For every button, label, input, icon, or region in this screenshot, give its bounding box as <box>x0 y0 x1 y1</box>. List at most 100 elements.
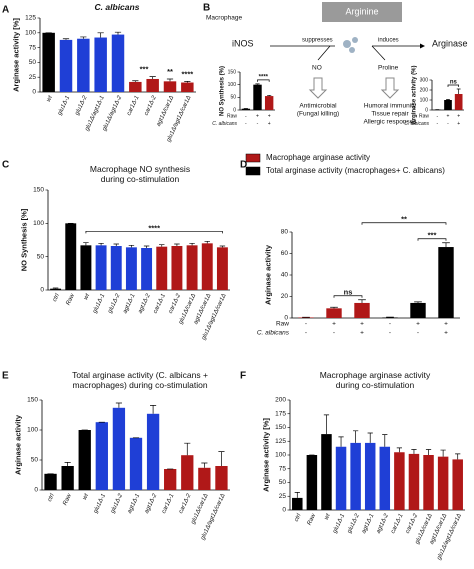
bar <box>394 452 405 510</box>
error-bar <box>83 242 89 246</box>
bar <box>141 248 153 290</box>
error-bar <box>201 462 208 468</box>
error-bar <box>358 299 366 303</box>
bar <box>216 247 228 290</box>
y-tick-label: 100 <box>275 452 286 459</box>
y-tick-label: 60 <box>281 250 289 257</box>
down-arrow <box>308 77 328 99</box>
panel-label: D <box>240 160 247 171</box>
error-bar <box>353 430 359 443</box>
y-tick-label: 100 <box>33 220 44 227</box>
bar <box>111 34 125 92</box>
x-tick-label: car1Δ-1 <box>390 513 404 535</box>
x-tick-label: glu1Δ-1 <box>92 293 106 314</box>
bar <box>241 108 251 110</box>
x-tick-label: agt1Δ-2 <box>144 492 159 514</box>
outcome: Antimicrobial <box>299 103 337 110</box>
error-bar <box>128 244 135 248</box>
y-tick-label: 0 <box>233 107 236 113</box>
x-tick-label: wt <box>82 493 90 501</box>
error-bar <box>132 80 139 82</box>
bar <box>198 467 211 490</box>
y-tick-label: 50 <box>279 479 287 486</box>
bar <box>423 455 434 510</box>
y-axis-label: Arginase activity (%) <box>412 65 418 124</box>
bar <box>59 39 73 92</box>
y-tick-label: 175 <box>275 410 286 417</box>
bar <box>298 317 314 318</box>
bar <box>335 446 347 510</box>
row-label: Raw <box>227 113 237 119</box>
x-tick-label: wt <box>83 293 91 301</box>
error-bar <box>411 449 417 454</box>
bar <box>112 407 126 490</box>
significance-bracket <box>361 222 447 225</box>
bar <box>110 246 122 290</box>
bar <box>350 442 361 510</box>
bar <box>146 413 160 490</box>
row-mark: - <box>257 121 259 127</box>
row-mark: + <box>444 330 448 337</box>
bar <box>65 223 77 290</box>
bar <box>186 245 198 290</box>
x-tick-label: car1Δ-1 <box>126 95 140 117</box>
y-tick-label: 0 <box>425 107 428 113</box>
y-tick-label: 50 <box>31 457 39 464</box>
x-tick-label: glu1Δ-2 <box>347 512 361 534</box>
error-bar <box>442 242 450 248</box>
significance-label: ns <box>450 80 458 86</box>
x-tick-label: agt1Δ-1 <box>361 513 375 535</box>
panel-label: F <box>240 371 246 382</box>
y-tick-label: 75 <box>29 44 37 51</box>
bar <box>125 247 137 290</box>
row-mark: + <box>268 121 271 127</box>
arginase: Arginase <box>432 38 468 48</box>
y-tick-label: 75 <box>279 465 287 472</box>
significance-label: *** <box>140 65 149 74</box>
y-axis-label: Arginase activity <box>14 414 23 475</box>
significance-bracket <box>85 230 223 234</box>
y-tick-label: 100 <box>420 97 429 103</box>
significance-label: **** <box>181 69 193 78</box>
error-bar <box>80 36 87 39</box>
error-bar <box>113 243 119 246</box>
y-tick-label: 0 <box>32 89 36 96</box>
y-tick-label: 50 <box>37 253 45 260</box>
bar <box>50 288 62 290</box>
legend-label: Total arginase activity (macrophages+ C.… <box>266 166 445 175</box>
row-mark: - <box>389 330 391 337</box>
bar <box>408 453 420 510</box>
x-tick-label: glu1Δ-2 <box>110 492 124 514</box>
row-mark: + <box>360 321 364 328</box>
bar <box>80 245 92 290</box>
x-tick-label: agt1Δ-1 <box>127 493 141 515</box>
error-bar <box>189 242 195 246</box>
significance-bracket <box>447 84 460 87</box>
y-tick-label: 125 <box>25 15 36 22</box>
x-tick-label: car1Δ-2 <box>144 94 159 116</box>
row-mark: + <box>447 113 450 119</box>
error-bar <box>455 453 461 460</box>
row-label: C. albicans <box>212 121 237 127</box>
x-tick-label: glu1Δ-2 <box>74 94 88 116</box>
error-bar <box>456 88 461 94</box>
legend-swatch <box>245 166 261 176</box>
x-tick-label: car1Δ-2 <box>405 512 420 534</box>
error-bar <box>62 38 70 40</box>
error-bar <box>323 414 330 435</box>
molecule <box>349 47 355 53</box>
bar <box>61 466 74 490</box>
bar <box>164 469 177 490</box>
chart-title: Macrophage arginase activity during co-st… <box>320 370 431 390</box>
x-tick-label: glu1Δ/agt1Δ-2 <box>102 94 124 132</box>
error-bar <box>184 80 191 83</box>
y-tick-label: 150 <box>27 397 38 404</box>
down-arrow <box>380 77 400 99</box>
y-tick-label: 100 <box>27 427 38 434</box>
bar <box>129 81 142 92</box>
error-bar <box>218 451 225 466</box>
arginine-box <box>322 2 402 22</box>
suppresses: suppresses <box>302 38 333 44</box>
axis <box>291 232 460 319</box>
